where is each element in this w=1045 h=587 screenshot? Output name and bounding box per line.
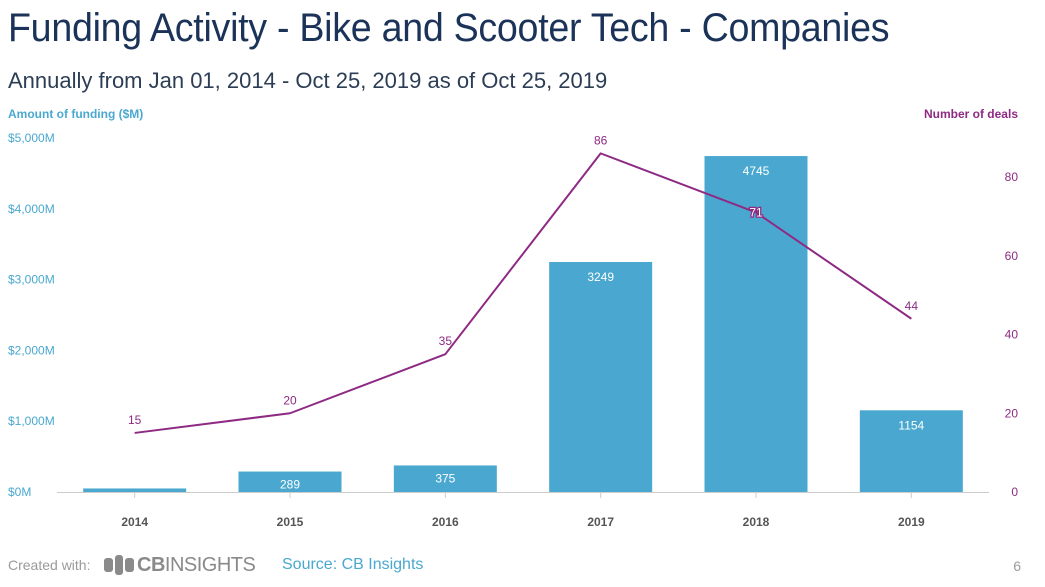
x-tick-label-2019: 2019 <box>898 515 925 529</box>
line-label-2015: 20 <box>283 393 297 407</box>
y-tick-label-left: $0M <box>8 485 31 499</box>
right-axis-title: Number of deals <box>923 107 1018 121</box>
chart-title: Funding Activity - Bike and Scooter Tech… <box>8 6 890 50</box>
chart-subtitle: Annually from Jan 01, 2014 - Oct 25, 201… <box>8 68 608 93</box>
bar-label-2017: 3249 <box>587 270 614 284</box>
bar-label-2016: 375 <box>435 471 455 485</box>
line-label-2014: 15 <box>128 413 142 427</box>
x-tick-label-2014: 2014 <box>121 515 148 529</box>
y-tick-label-left: $4,000M <box>8 202 55 216</box>
bar-2019 <box>859 410 963 492</box>
y-tick-label-right: 40 <box>1005 328 1019 342</box>
y-tick-label-left: $3,000M <box>8 273 55 287</box>
y-tick-label-left: $2,000M <box>8 343 55 357</box>
y-tick-label-left: $1,000M <box>8 414 55 428</box>
bar-2015 <box>238 471 342 492</box>
y-tick-label-right: 0 <box>1011 485 1018 499</box>
y-tick-label-right: 20 <box>1005 406 1019 420</box>
x-tick-label-2015: 2015 <box>277 515 304 529</box>
y-tick-label-right: 80 <box>1005 170 1019 184</box>
line-label-2019: 44 <box>905 299 919 313</box>
left-axis-title: Amount of funding ($M) <box>8 107 144 121</box>
x-tick-label-2016: 2016 <box>432 515 459 529</box>
data-labels: 289 375 3249 4745 1154 15 20 35 86 71 44 <box>128 133 925 491</box>
created-with-label: Created with: <box>8 557 91 573</box>
y-tick-label-right: 60 <box>1005 249 1019 263</box>
page-number: 6 <box>1013 558 1021 574</box>
chart-axes: 2014 2015 2016 2017 2018 2019$0M$1,000M$2,000… <box>8 131 1018 529</box>
y-tick-label-left: $5,000M <box>8 131 55 145</box>
bar-label-2018: 4745 <box>743 164 770 178</box>
cb-insights-logo-text: CBINSIGHTS <box>137 553 256 576</box>
bar-2017 <box>549 261 653 492</box>
bar-2016 <box>393 465 497 492</box>
bar-series <box>83 156 963 492</box>
cb-insights-logo-icon <box>104 555 134 575</box>
line-series <box>134 152 912 434</box>
bar-label-2015: 289 <box>280 478 300 492</box>
source-link[interactable]: Source: CB Insights <box>282 556 424 573</box>
line-label-2018: 71 <box>749 205 763 219</box>
line-label-2017: 86 <box>594 133 608 147</box>
deals-line <box>134 152 912 434</box>
cb-insights-logo: CBINSIGHTS <box>104 553 256 576</box>
bar-label-2019: 1154 <box>898 418 924 432</box>
bar-2014 <box>83 488 187 492</box>
x-tick-label-2018: 2018 <box>743 515 770 529</box>
x-tick-label-2017: 2017 <box>587 515 614 529</box>
line-label-2016: 35 <box>439 334 453 348</box>
